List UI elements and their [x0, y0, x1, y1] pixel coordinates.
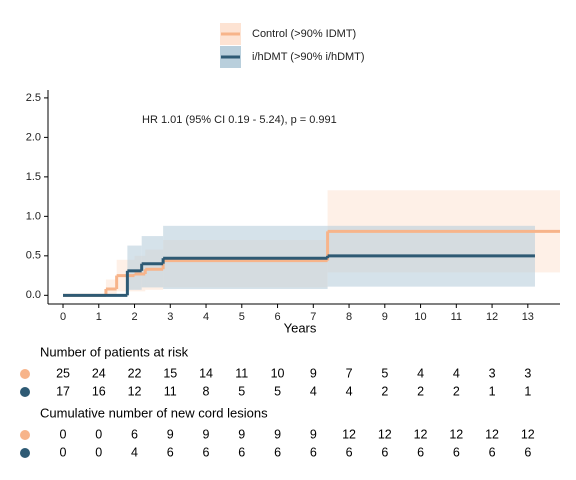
table-cell: 9	[274, 427, 281, 441]
ci-band	[105, 279, 117, 296]
table-cell: 12	[342, 427, 356, 441]
legend-label: Control (>90% IDMT)	[252, 28, 356, 40]
x-tick-label: 7	[310, 311, 316, 323]
group-marker	[20, 387, 30, 397]
table-cell: 12	[128, 384, 142, 398]
table-cell: 2	[381, 384, 388, 398]
group-marker	[20, 430, 30, 440]
table-cell: 14	[199, 366, 213, 380]
table-cell: 4	[417, 366, 424, 380]
table-cell: 17	[56, 384, 70, 398]
table-cell: 4	[131, 445, 138, 459]
x-tick-label: 12	[486, 311, 498, 323]
x-tick-label: 8	[346, 311, 352, 323]
table-cell: 1	[524, 384, 531, 398]
table-cell: 2	[453, 384, 460, 398]
table-cell: 8	[203, 384, 210, 398]
table-cell: 0	[60, 445, 67, 459]
table-cell: 11	[235, 366, 248, 380]
table-cell: 5	[381, 366, 388, 380]
table-cell: 0	[95, 445, 102, 459]
table-cell: 22	[128, 366, 142, 380]
table-title: Cumulative number of new cord lesions	[40, 405, 268, 420]
x-tick-label: 6	[274, 311, 280, 323]
table-cell: 12	[521, 427, 535, 441]
table-cell: 12	[485, 427, 499, 441]
y-tick-label: 2.0	[26, 131, 41, 143]
table-cell: 9	[310, 427, 317, 441]
table-cell: 9	[203, 427, 210, 441]
table-cell: 6	[310, 445, 317, 459]
table-cell: 6	[274, 445, 281, 459]
x-tick-label: 2	[131, 311, 137, 323]
legend-label: i/hDMT (>90% i/hDMT)	[252, 51, 365, 63]
table-cell: 5	[274, 384, 281, 398]
ci-band	[141, 236, 164, 288]
table-cell: 6	[524, 445, 531, 459]
table-cell: 0	[60, 427, 67, 441]
y-tick-label: 2.5	[26, 92, 41, 104]
table-cell: 9	[310, 366, 317, 380]
x-tick-label: 1	[96, 311, 102, 323]
table-cell: 25	[56, 366, 70, 380]
y-tick-label: 0.0	[26, 289, 41, 301]
table-cell: 15	[163, 366, 177, 380]
x-tick-label: 3	[167, 311, 173, 323]
table-cell: 6	[381, 445, 388, 459]
y-tick-label: 0.5	[26, 250, 41, 262]
ci-band	[127, 245, 142, 290]
table-cell: 9	[167, 427, 174, 441]
x-tick-label: 5	[239, 311, 245, 323]
table-cell: 12	[378, 427, 392, 441]
table-cell: 0	[95, 427, 102, 441]
table-cell: 7	[346, 366, 353, 380]
table-cell: 9	[238, 427, 245, 441]
table-cell: 4	[346, 384, 353, 398]
x-tick-label: 9	[382, 311, 388, 323]
x-axis-label: Years	[284, 320, 317, 335]
table-cell: 6	[453, 445, 460, 459]
group-marker	[20, 448, 30, 458]
table-cell: 1	[489, 384, 496, 398]
table-cell: 4	[310, 384, 317, 398]
table-cell: 6	[346, 445, 353, 459]
table-cell: 16	[92, 384, 106, 398]
table-cell: 2	[417, 384, 424, 398]
table-cell: 6	[238, 445, 245, 459]
x-tick-label: 0	[60, 311, 66, 323]
table-cell: 5	[238, 384, 245, 398]
group-marker	[20, 369, 30, 379]
y-tick-label: 1.5	[26, 171, 41, 183]
table-cell: 24	[92, 366, 106, 380]
x-tick-label: 11	[451, 311, 462, 323]
table-cell: 12	[449, 427, 463, 441]
table-cell: 6	[167, 445, 174, 459]
x-tick-label: 10	[414, 311, 426, 323]
table-cell: 6	[131, 427, 138, 441]
table-title: Number of patients at risk	[40, 344, 189, 359]
table-cell: 4	[453, 366, 460, 380]
table-cell: 6	[203, 445, 210, 459]
annotation: HR 1.01 (95% CI 0.19 - 5.24), p = 0.991	[142, 114, 337, 126]
table-cell: 12	[414, 427, 428, 441]
table-cell: 11	[164, 384, 177, 398]
table-cell: 10	[271, 366, 285, 380]
table-cell: 6	[489, 445, 496, 459]
y-tick-label: 1.0	[26, 210, 41, 222]
table-cell: 6	[417, 445, 424, 459]
table-cell: 3	[489, 366, 496, 380]
table-cell: 3	[524, 366, 531, 380]
x-tick-label: 13	[522, 311, 534, 323]
x-tick-label: 4	[203, 311, 209, 323]
